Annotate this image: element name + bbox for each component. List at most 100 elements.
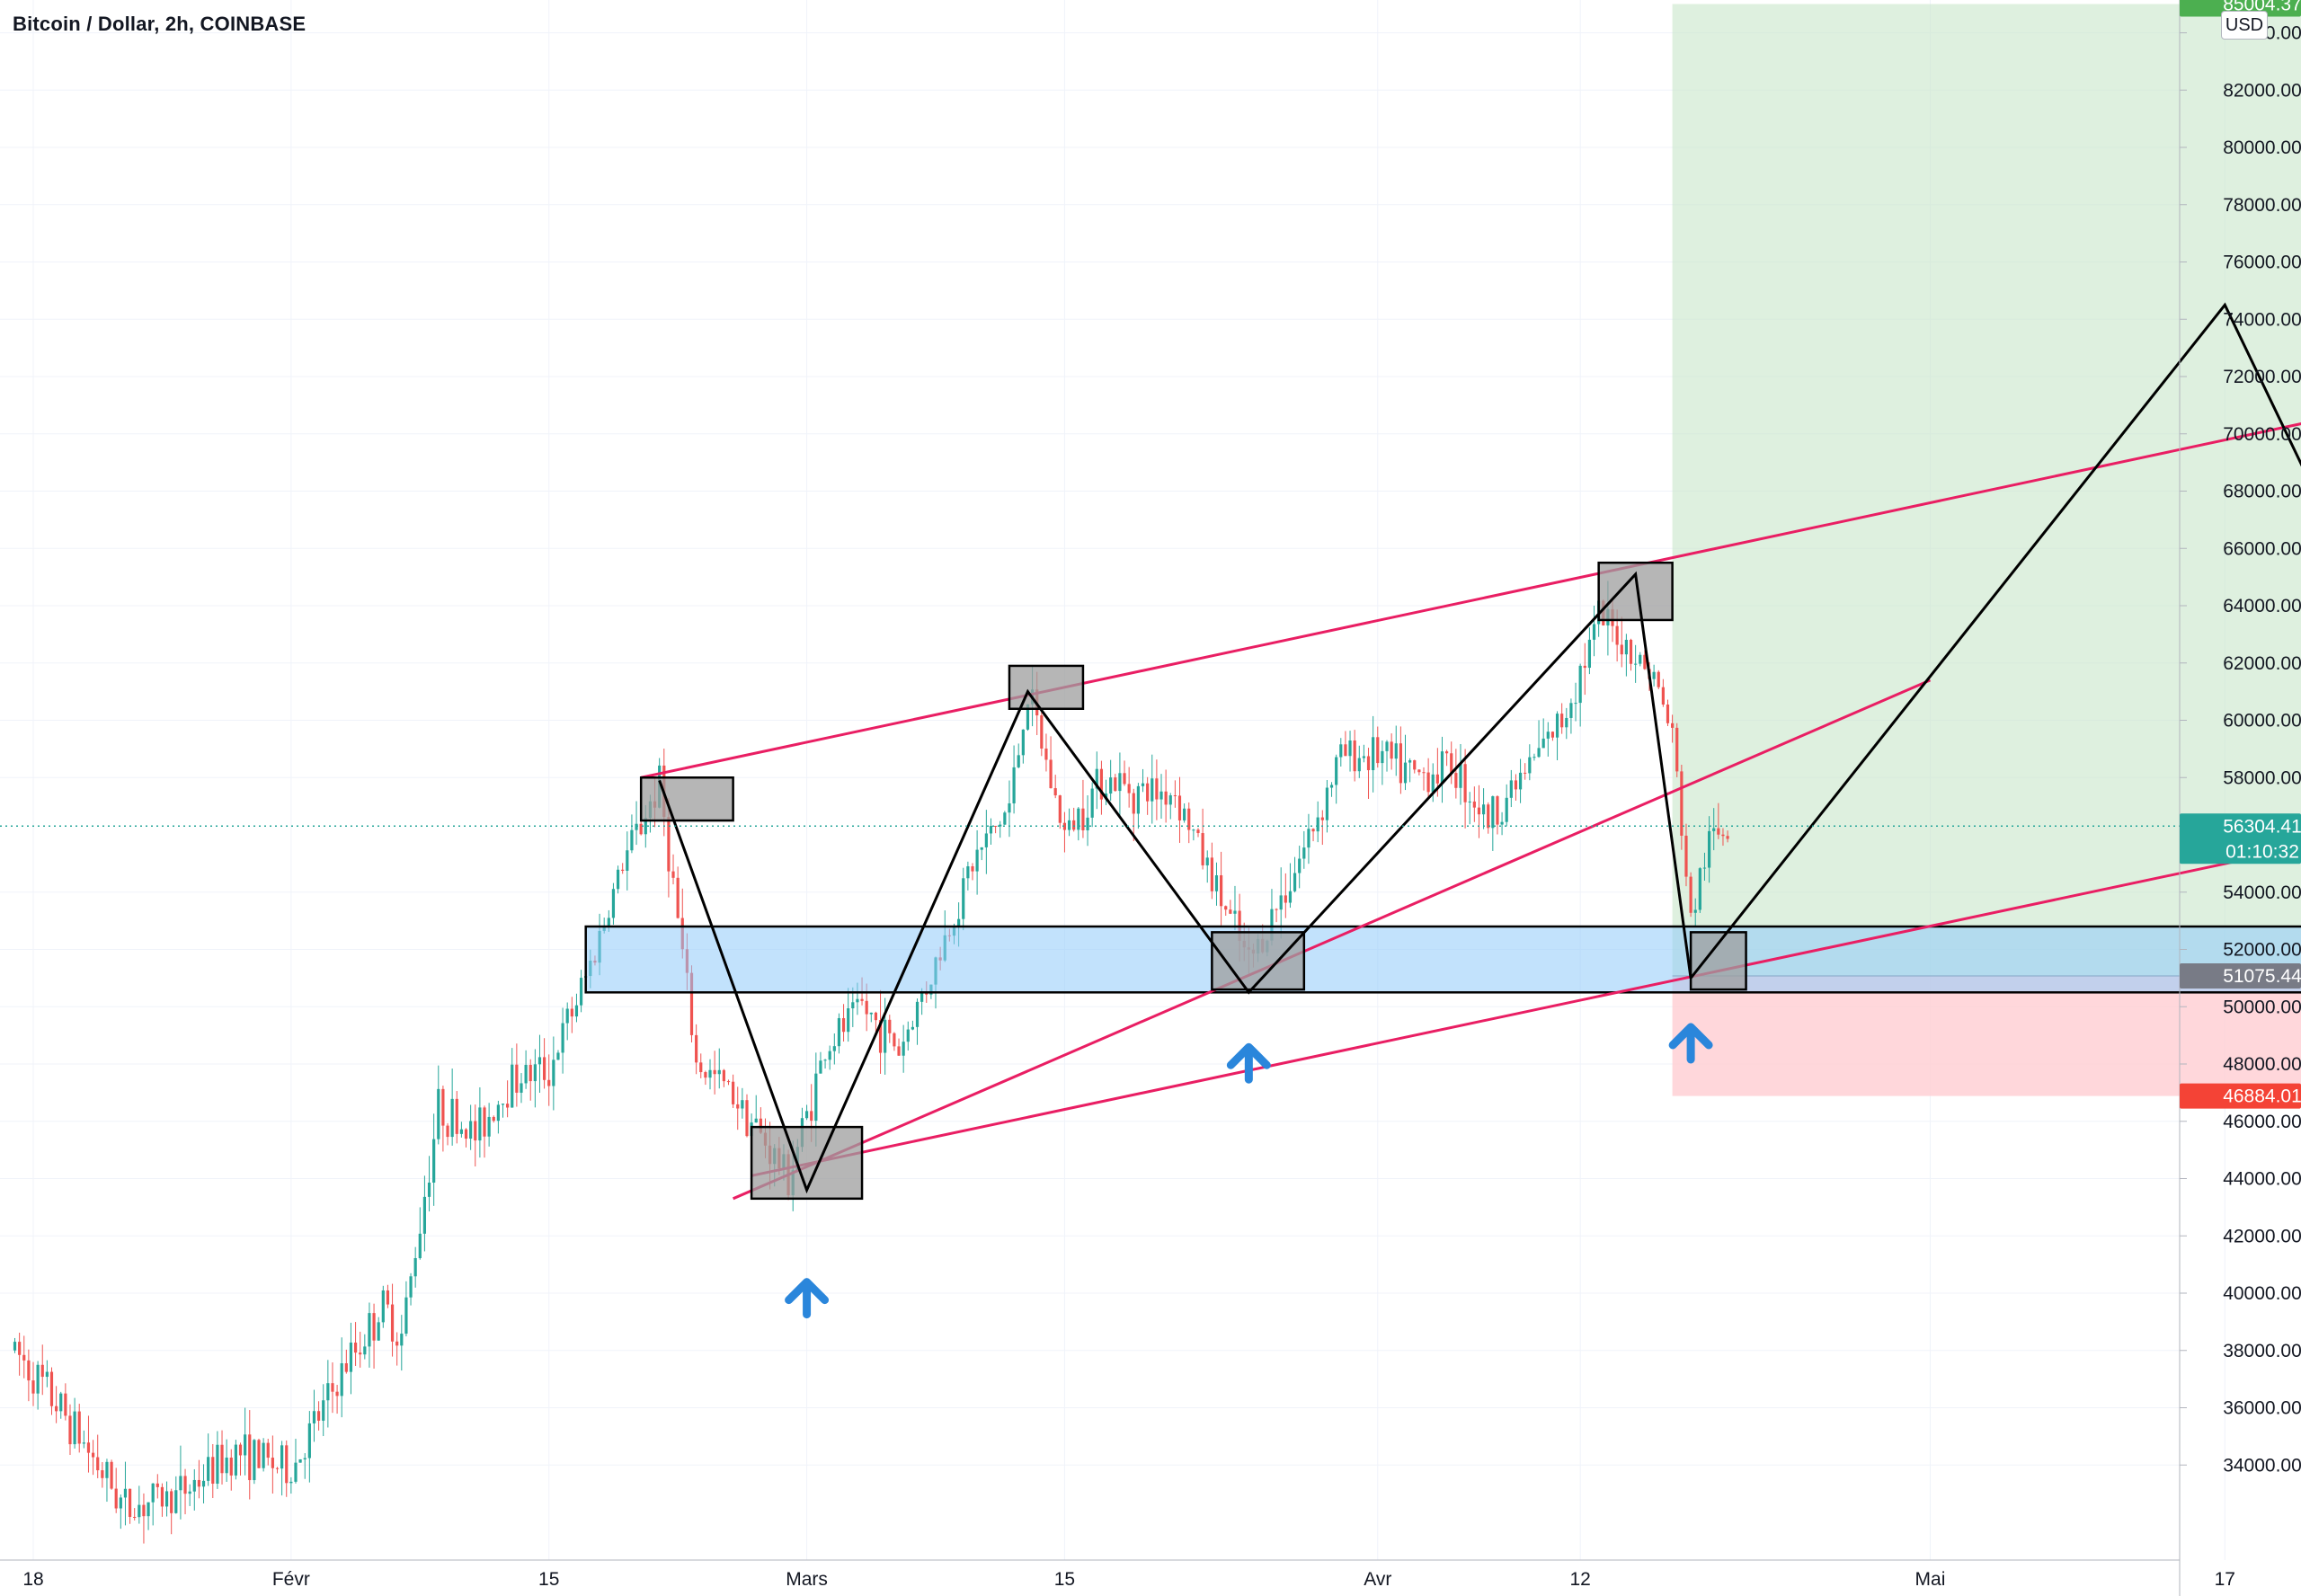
candle-body: [621, 869, 625, 871]
stop-badge-bg[interactable]: [2180, 1083, 2301, 1109]
candle-body: [565, 1008, 569, 1024]
swing-box[interactable]: [1597, 561, 1674, 622]
candle-body: [626, 850, 629, 871]
candle-body: [1560, 714, 1564, 728]
candle-body: [1136, 785, 1140, 814]
up-arrow-icon[interactable]: [1668, 1023, 1713, 1064]
stop-badge[interactable]: 46884.01: [2223, 1086, 2301, 1107]
candle-body: [492, 1116, 495, 1122]
symbol-title[interactable]: Bitcoin / Dollar, 2h, COINBASE: [13, 13, 307, 35]
candle-body: [409, 1276, 413, 1298]
candle-body: [201, 1480, 206, 1487]
candle-body: [1357, 758, 1361, 772]
entry-badge-bg[interactable]: [2180, 962, 2301, 989]
swing-box[interactable]: [639, 776, 734, 822]
candle-body: [1302, 847, 1306, 859]
candle-body: [1335, 757, 1338, 785]
candle-body: [1445, 751, 1449, 754]
candle-body: [1040, 715, 1044, 749]
candle-body: [1702, 867, 1707, 869]
candle-body: [312, 1411, 316, 1423]
candle-body: [1693, 909, 1697, 913]
candle-body: [368, 1313, 371, 1347]
support-zone[interactable]: [584, 925, 2301, 994]
candle-body: [1680, 771, 1684, 836]
candle-body: [1164, 791, 1168, 805]
price-label: 68000.00: [2223, 482, 2301, 502]
swing-box[interactable]: [1689, 931, 1747, 991]
candle-body: [1671, 723, 1675, 728]
candle-body: [1505, 797, 1508, 822]
candle-body: [611, 889, 616, 918]
candle-body: [1550, 732, 1555, 738]
candle-body: [1450, 753, 1453, 774]
candle-body: [59, 1393, 63, 1412]
candle-body: [307, 1423, 311, 1459]
candle-body: [220, 1444, 224, 1474]
candle-body: [1159, 791, 1163, 800]
candle-body: [902, 1042, 905, 1056]
candle-body: [119, 1497, 122, 1509]
candle-body: [27, 1360, 31, 1381]
last-price-badge-bg[interactable]: [2180, 813, 2301, 864]
candle-body: [1123, 773, 1126, 785]
candle-body: [483, 1107, 486, 1137]
last-price-badge[interactable]: 56304.41: [2223, 816, 2301, 837]
candle-body: [1053, 788, 1057, 796]
entry-badge[interactable]: 51075.44: [2223, 966, 2301, 987]
candle-body: [1090, 788, 1094, 818]
lower-trendline[interactable]: [751, 712, 2301, 1177]
candle-body: [860, 998, 864, 1001]
price-label: 78000.00: [2223, 195, 2301, 216]
candle-body: [579, 978, 583, 1006]
swing-path[interactable]: [658, 571, 1692, 1194]
candle-body: [18, 1342, 22, 1355]
price-label: 76000.00: [2223, 253, 2301, 273]
up-arrow-icon[interactable]: [1226, 1042, 1271, 1084]
time-label: 15: [538, 1569, 559, 1590]
candle-body: [1524, 772, 1527, 774]
candle-layer: [13, 581, 1729, 1544]
candle-body: [1712, 828, 1716, 831]
middle-trendline[interactable]: [733, 678, 1932, 1201]
candle-body: [814, 1073, 818, 1122]
candle-body: [676, 877, 680, 918]
candle-body: [1086, 817, 1089, 830]
candle-body: [1500, 821, 1504, 825]
candle-body: [474, 1121, 477, 1141]
candle-body: [101, 1470, 104, 1478]
candle-body: [841, 1017, 846, 1033]
candle-body: [1183, 808, 1186, 820]
candle-body: [1726, 836, 1729, 839]
candle-body: [1472, 801, 1476, 808]
time-label: 12: [1569, 1569, 1590, 1590]
candle-body: [635, 823, 638, 830]
up-arrow-icon[interactable]: [785, 1278, 830, 1319]
candle-body: [754, 1118, 758, 1123]
candle-body: [229, 1457, 233, 1476]
candle-body: [1675, 727, 1679, 772]
candle-body: [1435, 774, 1439, 784]
candle-body: [1220, 875, 1223, 907]
candle-body: [1192, 829, 1195, 831]
candle-body: [1459, 764, 1462, 788]
candle-body: [915, 1001, 920, 1027]
projection-path[interactable]: [1689, 4, 2301, 980]
candle-body: [561, 1023, 564, 1053]
candle-body: [699, 1062, 703, 1073]
drawing-layer[interactable]: [0, 4, 2301, 1319]
candle-body: [1528, 757, 1532, 774]
target-badge-bg[interactable]: [2180, 0, 2301, 17]
countdown-label[interactable]: 01:10:32: [2225, 841, 2299, 862]
currency-button[interactable]: USD: [2221, 11, 2268, 40]
candle-body: [160, 1486, 164, 1507]
swing-box[interactable]: [1008, 664, 1085, 710]
candle-body: [1293, 873, 1297, 891]
candle-body: [1592, 624, 1596, 640]
candle-body: [574, 1005, 579, 1017]
price-label: 42000.00: [2223, 1226, 2301, 1246]
candle-body: [1132, 793, 1135, 814]
